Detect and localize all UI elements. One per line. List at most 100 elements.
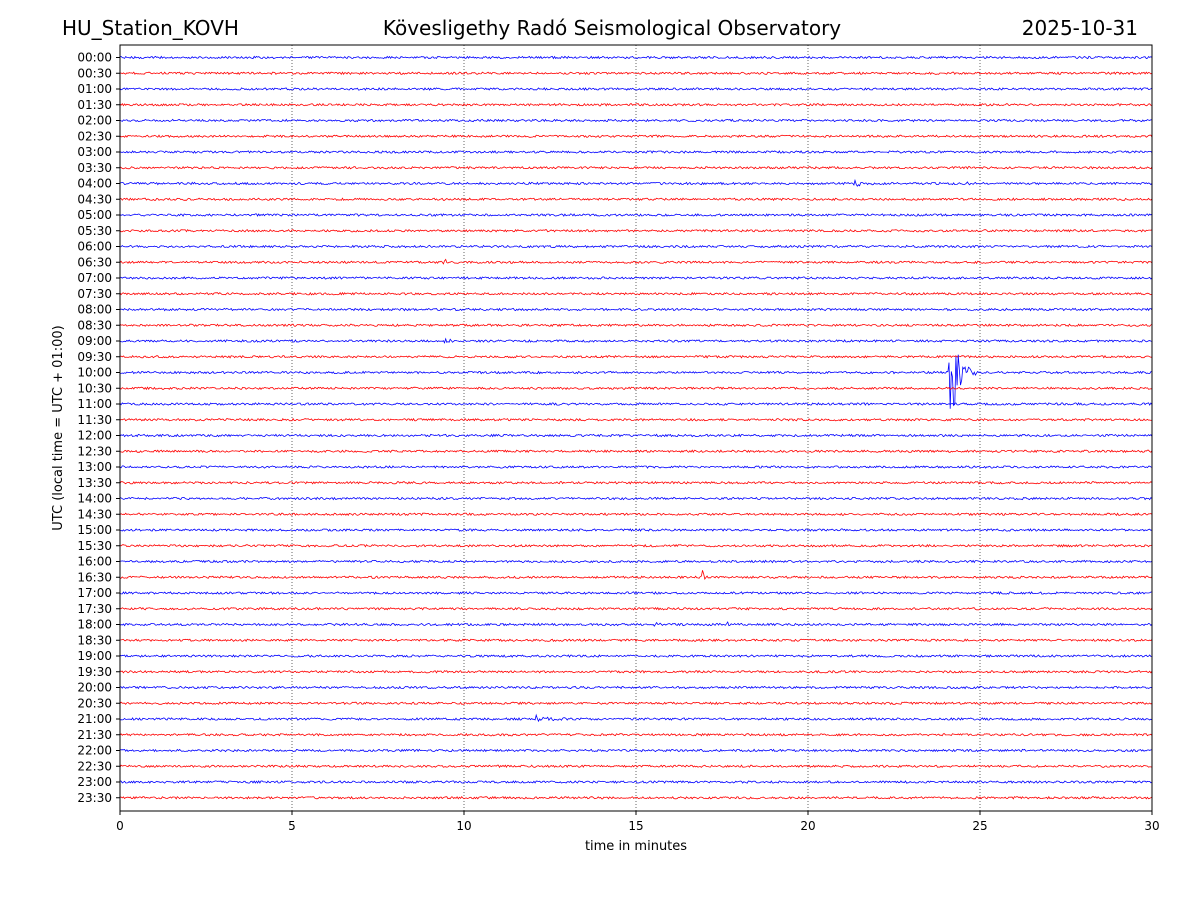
trace-09:30 <box>120 354 1152 359</box>
y-tick-label-10:30: 10:30 <box>77 381 112 395</box>
x-tick-label-30: 30 <box>1144 819 1159 833</box>
seismogram-traces <box>119 55 1153 800</box>
y-tick-label-08:00: 08:00 <box>77 303 112 317</box>
y-tick-label-08:30: 08:30 <box>77 318 112 332</box>
trace-16:00 <box>119 559 1153 564</box>
y-tick-label-05:00: 05:00 <box>77 208 112 222</box>
grid-lines <box>291 45 981 811</box>
trace-03:00 <box>119 150 1153 154</box>
y-tick-label-13:30: 13:30 <box>77 476 112 490</box>
x-tick-label-25: 25 <box>972 819 987 833</box>
x-tick-label-15: 15 <box>628 819 643 833</box>
trace-22:30 <box>119 764 1153 769</box>
x-axis-label: time in minutes <box>585 839 687 854</box>
trace-00:30 <box>119 71 1153 76</box>
y-tick-label-17:30: 17:30 <box>77 602 112 616</box>
y-tick-label-03:00: 03:00 <box>77 145 112 159</box>
trace-23:30 <box>119 795 1153 800</box>
y-tick-label-02:30: 02:30 <box>77 129 112 143</box>
trace-16:30 <box>119 570 1153 580</box>
y-tick-label-09:00: 09:00 <box>77 334 112 348</box>
y-tick-label-04:00: 04:00 <box>77 177 112 191</box>
trace-19:00 <box>119 654 1153 658</box>
trace-08:00 <box>120 307 1153 312</box>
y-tick-label-05:30: 05:30 <box>77 224 112 238</box>
y-tick-label-19:30: 19:30 <box>77 665 112 679</box>
y-tick-label-21:00: 21:00 <box>77 712 112 726</box>
y-tick-label-14:00: 14:00 <box>77 492 112 506</box>
y-tick-label-11:00: 11:00 <box>77 397 112 411</box>
y-axis-label: UTC (local time = UTC + 01:00) <box>51 325 66 530</box>
trace-15:30 <box>119 543 1153 548</box>
y-tick-label-00:30: 00:30 <box>77 66 112 80</box>
trace-20:00 <box>119 685 1153 690</box>
y-tick-label-07:00: 07:00 <box>77 271 112 285</box>
trace-11:00 <box>119 402 1153 406</box>
trace-11:30 <box>119 417 1153 422</box>
y-tick-label-23:30: 23:30 <box>77 791 112 805</box>
chart-title: Kövesligethy Radó Seismological Observat… <box>383 16 841 40</box>
chart-date: 2025-10-31 <box>1022 16 1138 40</box>
y-tick-label-01:00: 01:00 <box>77 82 112 96</box>
trace-00:00 <box>120 55 1153 60</box>
y-tick-label-03:30: 03:30 <box>77 161 112 175</box>
x-axis-ticks: 0 5 10 15 20 25 30 <box>116 811 1160 833</box>
trace-10:30 <box>119 386 1152 391</box>
y-tick-label-12:00: 12:00 <box>77 429 112 443</box>
y-tick-label-11:30: 11:30 <box>77 413 112 427</box>
trace-19:30 <box>119 669 1153 674</box>
trace-20:30 <box>119 701 1153 706</box>
trace-10:00 <box>119 354 1152 409</box>
trace-13:00 <box>119 465 1153 469</box>
trace-06:00 <box>119 244 1153 249</box>
trace-01:00 <box>119 87 1153 91</box>
station-name: HU_Station_KOVH <box>62 16 239 40</box>
trace-05:00 <box>119 213 1153 217</box>
trace-17:30 <box>119 606 1153 611</box>
y-tick-label-06:30: 06:30 <box>77 255 112 269</box>
trace-02:00 <box>119 118 1153 123</box>
trace-17:00 <box>119 591 1152 595</box>
y-tick-label-21:30: 21:30 <box>77 728 112 742</box>
y-tick-label-09:30: 09:30 <box>77 350 112 364</box>
x-tick-label-0: 0 <box>116 819 124 833</box>
trace-09:00 <box>119 337 1153 344</box>
trace-14:30 <box>119 512 1153 517</box>
y-tick-label-16:00: 16:00 <box>77 555 112 569</box>
y-tick-label-04:30: 04:30 <box>77 192 112 206</box>
trace-13:30 <box>119 480 1153 485</box>
trace-14:00 <box>119 496 1153 501</box>
trace-05:30 <box>119 228 1153 233</box>
plot-frame <box>119 44 1153 812</box>
trace-18:00 <box>119 621 1153 627</box>
trace-06:30 <box>119 258 1153 265</box>
y-tick-label-15:30: 15:30 <box>77 539 112 553</box>
y-tick-label-19:00: 19:00 <box>77 649 112 663</box>
y-tick-label-12:30: 12:30 <box>77 444 112 458</box>
x-tick-label-20: 20 <box>800 819 815 833</box>
trace-07:00 <box>119 276 1153 280</box>
trace-04:00 <box>119 178 1153 187</box>
trace-21:00 <box>119 713 1153 723</box>
y-tick-label-14:30: 14:30 <box>77 507 112 521</box>
trace-02:30 <box>119 134 1153 139</box>
y-tick-label-17:00: 17:00 <box>77 586 112 600</box>
trace-23:00 <box>119 780 1153 784</box>
trace-01:30 <box>119 102 1152 107</box>
y-tick-label-06:00: 06:00 <box>77 240 112 254</box>
trace-18:30 <box>119 638 1153 643</box>
y-tick-label-20:00: 20:00 <box>77 681 112 695</box>
y-tick-label-13:00: 13:00 <box>77 460 112 474</box>
trace-12:30 <box>119 449 1153 454</box>
trace-08:30 <box>119 323 1153 328</box>
y-tick-label-23:00: 23:00 <box>77 775 112 789</box>
trace-12:00 <box>119 433 1153 438</box>
x-tick-label-5: 5 <box>288 819 296 833</box>
trace-03:30 <box>119 165 1153 170</box>
trace-07:30 <box>119 291 1153 296</box>
trace-21:30 <box>119 732 1153 737</box>
y-tick-label-10:00: 10:00 <box>77 366 112 380</box>
y-tick-label-18:00: 18:00 <box>77 618 112 632</box>
y-tick-label-16:30: 16:30 <box>77 570 112 584</box>
